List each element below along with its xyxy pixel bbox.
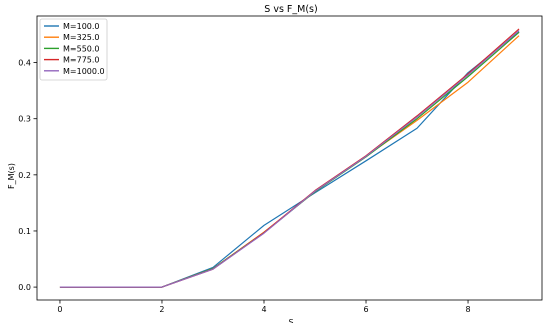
y-tick-label: 0.4 bbox=[18, 59, 31, 68]
legend-label: M=775.0 bbox=[63, 56, 100, 65]
x-tick-label: 6 bbox=[363, 305, 368, 314]
legend-label: M=100.0 bbox=[63, 22, 100, 31]
y-axis: 0.0 0.1 0.2 0.3 0.4 bbox=[18, 59, 37, 292]
chart-title: S vs F_M(s) bbox=[264, 4, 317, 15]
legend-label: M=550.0 bbox=[63, 44, 100, 53]
legend-box bbox=[39, 18, 108, 81]
y-tick-label: 0.1 bbox=[18, 227, 31, 236]
series-line-2 bbox=[59, 35, 520, 288]
x-tick-label: 4 bbox=[261, 305, 266, 314]
y-tick-label: 0.0 bbox=[18, 283, 31, 292]
plot-frame bbox=[36, 15, 543, 301]
plot-area bbox=[36, 15, 543, 301]
legend-label: M=1000.0 bbox=[63, 67, 105, 76]
series-line-5 bbox=[59, 30, 520, 288]
y-tick-label: 0.2 bbox=[18, 171, 31, 180]
series-line-4 bbox=[59, 28, 520, 288]
y-tick-label: 0.3 bbox=[18, 115, 31, 124]
series-layer bbox=[59, 28, 520, 288]
legend-label: M=325.0 bbox=[63, 33, 100, 42]
x-tick-label: 0 bbox=[57, 305, 62, 314]
series-line-3 bbox=[59, 31, 520, 288]
x-axis: 0 2 4 6 8 bbox=[57, 300, 471, 314]
x-axis-label: S bbox=[288, 318, 293, 323]
series-line-1 bbox=[59, 31, 520, 288]
y-axis-label: F_M(s) bbox=[7, 163, 16, 189]
x-tick-label: 8 bbox=[465, 305, 470, 314]
x-tick-label: 2 bbox=[159, 305, 164, 314]
legend: M=100.0 M=325.0 M=550.0 M=775.0 M=1000.0 bbox=[39, 18, 108, 81]
